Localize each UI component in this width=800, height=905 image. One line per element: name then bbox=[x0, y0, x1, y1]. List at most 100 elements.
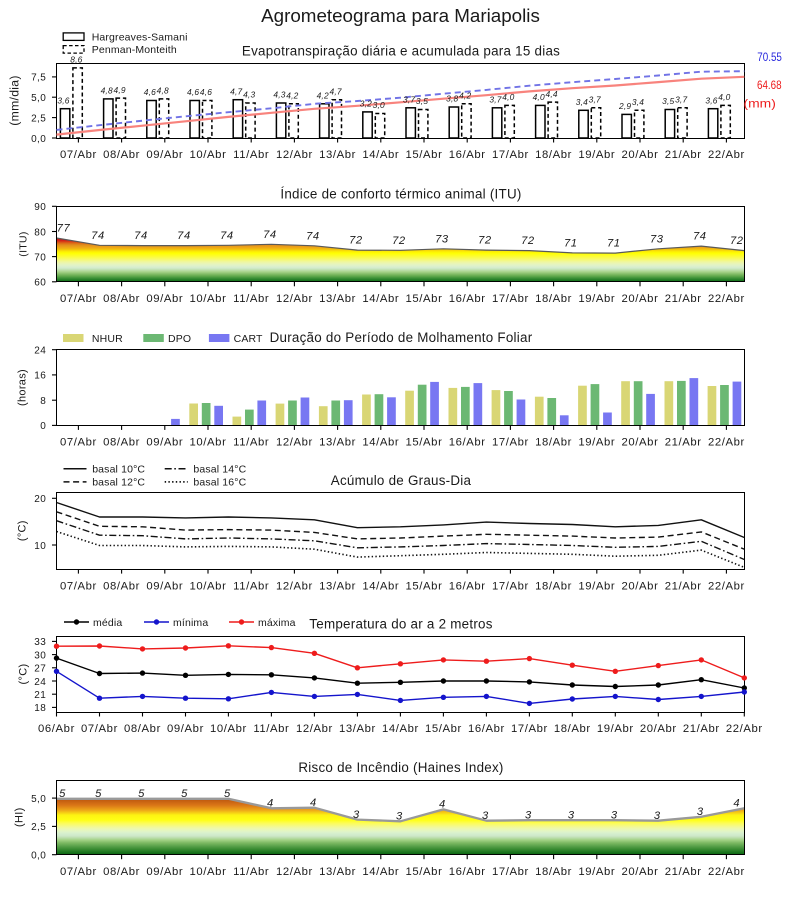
svg-text:09/Abr: 09/Abr bbox=[167, 723, 204, 735]
svg-text:mínima: mínima bbox=[173, 617, 208, 629]
svg-text:06/Abr: 06/Abr bbox=[38, 723, 75, 735]
svg-text:7,5: 7,5 bbox=[31, 73, 46, 84]
svg-text:74: 74 bbox=[693, 231, 707, 243]
svg-text:15/Abr: 15/Abr bbox=[406, 866, 443, 878]
svg-text:18/Abr: 18/Abr bbox=[535, 866, 572, 878]
svg-text:5: 5 bbox=[95, 788, 102, 800]
svg-text:15/Abr: 15/Abr bbox=[406, 149, 443, 161]
svg-text:21/Abr: 21/Abr bbox=[665, 293, 702, 305]
svg-text:4,7: 4,7 bbox=[230, 86, 242, 96]
svg-text:14/Abr: 14/Abr bbox=[362, 293, 399, 305]
svg-text:13/Abr: 13/Abr bbox=[319, 437, 356, 449]
svg-text:18/Abr: 18/Abr bbox=[535, 437, 572, 449]
svg-text:basal 12°C: basal 12°C bbox=[92, 477, 145, 489]
svg-text:4,3: 4,3 bbox=[243, 90, 255, 100]
svg-text:5: 5 bbox=[181, 788, 188, 800]
svg-text:3,7: 3,7 bbox=[403, 95, 415, 105]
svg-text:3: 3 bbox=[525, 809, 532, 821]
svg-text:Acúmulo de Graus-Dia: Acúmulo de Graus-Dia bbox=[331, 473, 472, 488]
svg-text:3: 3 bbox=[568, 809, 575, 821]
svg-text:90: 90 bbox=[34, 202, 46, 213]
svg-text:3: 3 bbox=[697, 806, 704, 818]
svg-text:08/Abr: 08/Abr bbox=[103, 437, 140, 449]
svg-text:13/Abr: 13/Abr bbox=[319, 866, 356, 878]
svg-text:(HI): (HI) bbox=[14, 807, 26, 827]
svg-text:Duração do Período de Molhamen: Duração do Período de Molhamento Foliar bbox=[270, 330, 533, 345]
svg-text:70.55: 70.55 bbox=[757, 50, 782, 64]
svg-text:15/Abr: 15/Abr bbox=[406, 580, 443, 592]
svg-text:16/Abr: 16/Abr bbox=[468, 723, 505, 735]
svg-text:12/Abr: 12/Abr bbox=[276, 580, 313, 592]
svg-text:4,2: 4,2 bbox=[459, 91, 471, 101]
svg-text:4,0: 4,0 bbox=[718, 92, 730, 102]
svg-text:3,2: 3,2 bbox=[360, 99, 372, 109]
svg-text:74: 74 bbox=[134, 230, 148, 242]
svg-text:20/Abr: 20/Abr bbox=[622, 437, 659, 449]
svg-text:19/Abr: 19/Abr bbox=[578, 580, 615, 592]
svg-text:08/Abr: 08/Abr bbox=[103, 149, 140, 161]
svg-text:18/Abr: 18/Abr bbox=[554, 723, 591, 735]
svg-text:11/Abr: 11/Abr bbox=[233, 293, 269, 305]
svg-text:18: 18 bbox=[34, 703, 46, 714]
svg-text:3,5: 3,5 bbox=[416, 96, 428, 106]
svg-text:média: média bbox=[93, 617, 122, 629]
svg-text:21/Abr: 21/Abr bbox=[665, 866, 702, 878]
svg-text:CART: CART bbox=[234, 333, 263, 345]
svg-text:2,5: 2,5 bbox=[31, 822, 46, 833]
svg-text:19/Abr: 19/Abr bbox=[578, 437, 615, 449]
svg-text:16: 16 bbox=[34, 371, 46, 382]
svg-text:07/Abr: 07/Abr bbox=[60, 437, 97, 449]
svg-text:14/Abr: 14/Abr bbox=[382, 723, 419, 735]
svg-text:13/Abr: 13/Abr bbox=[319, 580, 356, 592]
svg-text:4,8: 4,8 bbox=[101, 86, 113, 96]
svg-text:74: 74 bbox=[91, 230, 105, 242]
svg-text:12/Abr: 12/Abr bbox=[276, 866, 313, 878]
svg-text:09/Abr: 09/Abr bbox=[146, 866, 183, 878]
svg-text:19/Abr: 19/Abr bbox=[597, 723, 634, 735]
svg-text:20/Abr: 20/Abr bbox=[622, 580, 659, 592]
svg-text:0: 0 bbox=[40, 421, 46, 432]
svg-text:Índice de conforto térmico ani: Índice de conforto térmico animal (ITU) bbox=[280, 187, 521, 202]
svg-text:10/Abr: 10/Abr bbox=[190, 149, 227, 161]
svg-text:72: 72 bbox=[730, 235, 744, 247]
svg-text:17/Abr: 17/Abr bbox=[492, 437, 529, 449]
svg-text:11/Abr: 11/Abr bbox=[233, 149, 269, 161]
svg-text:(ITU): (ITU) bbox=[18, 231, 30, 256]
svg-text:3,5: 3,5 bbox=[662, 96, 674, 106]
svg-text:18/Abr: 18/Abr bbox=[535, 149, 572, 161]
svg-text:14/Abr: 14/Abr bbox=[362, 149, 399, 161]
svg-text:4,2: 4,2 bbox=[317, 91, 329, 101]
svg-text:09/Abr: 09/Abr bbox=[146, 437, 183, 449]
svg-text:5: 5 bbox=[59, 788, 66, 800]
svg-text:20/Abr: 20/Abr bbox=[622, 866, 659, 878]
svg-text:4,7: 4,7 bbox=[329, 86, 341, 96]
svg-text:14/Abr: 14/Abr bbox=[362, 437, 399, 449]
svg-text:3: 3 bbox=[353, 809, 360, 821]
svg-text:5,0: 5,0 bbox=[31, 93, 46, 104]
svg-text:8: 8 bbox=[40, 396, 46, 407]
svg-text:77: 77 bbox=[57, 223, 71, 235]
svg-text:3,4: 3,4 bbox=[632, 97, 644, 107]
svg-text:15/Abr: 15/Abr bbox=[406, 437, 443, 449]
svg-text:11/Abr: 11/Abr bbox=[253, 723, 289, 735]
svg-text:07/Abr: 07/Abr bbox=[81, 723, 118, 735]
svg-text:4,4: 4,4 bbox=[545, 89, 557, 99]
svg-text:72: 72 bbox=[392, 235, 406, 247]
svg-text:10/Abr: 10/Abr bbox=[190, 293, 227, 305]
svg-text:basal 14°C: basal 14°C bbox=[193, 464, 246, 476]
svg-text:4: 4 bbox=[733, 798, 740, 810]
svg-text:17/Abr: 17/Abr bbox=[492, 580, 529, 592]
svg-text:10/Abr: 10/Abr bbox=[190, 866, 227, 878]
svg-text:4: 4 bbox=[310, 797, 317, 809]
svg-text:10/Abr: 10/Abr bbox=[210, 723, 247, 735]
svg-text:(mm): (mm) bbox=[744, 97, 776, 111]
svg-text:Evapotranspiração diária e acu: Evapotranspiração diária e acumulada par… bbox=[242, 43, 560, 58]
svg-text:13/Abr: 13/Abr bbox=[339, 723, 376, 735]
svg-text:0,0: 0,0 bbox=[31, 851, 46, 862]
svg-text:10/Abr: 10/Abr bbox=[190, 580, 227, 592]
svg-text:3,6: 3,6 bbox=[57, 95, 69, 105]
svg-text:09/Abr: 09/Abr bbox=[146, 580, 183, 592]
svg-text:08/Abr: 08/Abr bbox=[103, 866, 140, 878]
svg-text:17/Abr: 17/Abr bbox=[492, 149, 529, 161]
svg-text:(horas): (horas) bbox=[17, 369, 29, 406]
